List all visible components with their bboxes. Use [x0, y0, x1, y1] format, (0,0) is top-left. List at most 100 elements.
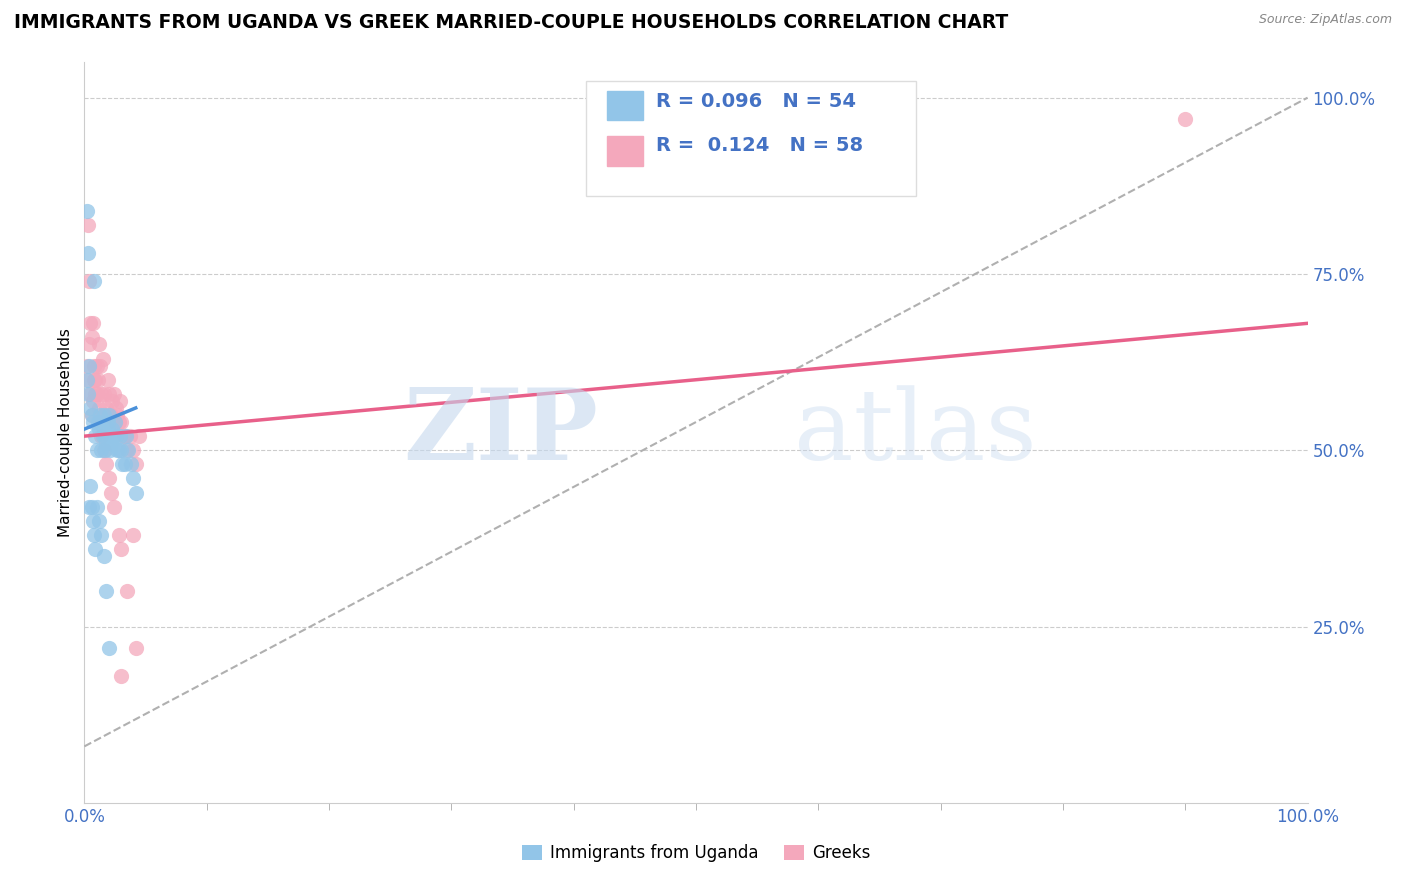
Point [110, 541, 132, 556]
Point [84, 373, 107, 387]
Point [96, 436, 118, 450]
Point [83, 359, 105, 373]
Point [125, 640, 148, 655]
Point [115, 443, 138, 458]
Point [94, 443, 117, 458]
Point [91, 351, 114, 366]
Point [86, 443, 108, 458]
Point [97, 471, 120, 485]
FancyBboxPatch shape [606, 91, 644, 120]
Point [118, 429, 141, 443]
Point [77, 387, 100, 401]
Point [122, 528, 145, 542]
Point [87, 401, 110, 415]
Point [80, 330, 103, 344]
Point [76, 203, 98, 218]
Point [97, 373, 120, 387]
Point [77, 337, 100, 351]
Point [79, 478, 101, 492]
Point [96, 584, 118, 599]
Point [77, 274, 100, 288]
Point [100, 408, 122, 422]
Text: ZIP: ZIP [404, 384, 598, 481]
Point [96, 401, 118, 415]
Point [82, 316, 104, 330]
Point [80, 408, 103, 422]
Point [93, 408, 115, 422]
Point [98, 443, 121, 458]
Point [103, 500, 125, 514]
Point [86, 387, 108, 401]
Text: R =  0.124   N = 58: R = 0.124 N = 58 [655, 136, 863, 155]
Point [111, 458, 134, 472]
Point [80, 500, 103, 514]
Point [114, 458, 136, 472]
Point [107, 443, 129, 458]
Point [87, 422, 110, 436]
Point [115, 429, 138, 443]
Point [79, 316, 101, 330]
Point [93, 443, 115, 458]
Point [110, 443, 132, 458]
Point [90, 387, 112, 401]
Point [90, 429, 112, 443]
Point [100, 485, 122, 500]
Point [82, 514, 104, 528]
Point [86, 359, 108, 373]
Point [93, 422, 115, 436]
Point [105, 429, 128, 443]
Point [108, 393, 131, 408]
Y-axis label: Married-couple Households: Married-couple Households [58, 328, 73, 537]
Point [100, 436, 122, 450]
Point [79, 387, 101, 401]
Point [83, 274, 105, 288]
Point [105, 443, 128, 458]
FancyBboxPatch shape [606, 136, 644, 166]
Point [86, 500, 108, 514]
Point [125, 458, 148, 472]
Point [82, 393, 104, 408]
Point [91, 429, 114, 443]
Point [115, 584, 138, 599]
Point [122, 443, 145, 458]
Point [90, 528, 112, 542]
Point [84, 429, 107, 443]
FancyBboxPatch shape [586, 81, 917, 195]
Point [93, 549, 115, 563]
Point [77, 373, 100, 387]
Point [107, 415, 129, 429]
Point [105, 401, 128, 415]
Point [76, 359, 98, 373]
Point [76, 373, 98, 387]
Point [105, 408, 128, 422]
Point [83, 528, 105, 542]
Point [122, 471, 145, 485]
Point [84, 541, 107, 556]
Point [94, 429, 117, 443]
Point [89, 359, 111, 373]
Point [104, 415, 127, 429]
Point [101, 393, 124, 408]
Point [107, 528, 129, 542]
Point [87, 514, 110, 528]
Point [97, 422, 120, 436]
Point [77, 245, 100, 260]
Point [82, 415, 104, 429]
Point [97, 408, 120, 422]
Point [87, 373, 110, 387]
Point [84, 387, 107, 401]
Point [98, 408, 121, 422]
Point [125, 485, 148, 500]
Point [112, 429, 135, 443]
Point [104, 415, 127, 429]
Point [80, 408, 103, 422]
Point [128, 429, 150, 443]
Point [103, 429, 125, 443]
Point [117, 443, 139, 458]
Text: IMMIGRANTS FROM UGANDA VS GREEK MARRIED-COUPLE HOUSEHOLDS CORRELATION CHART: IMMIGRANTS FROM UGANDA VS GREEK MARRIED-… [14, 13, 1008, 32]
Point [89, 408, 111, 422]
Point [77, 218, 100, 232]
Text: Source: ZipAtlas.com: Source: ZipAtlas.com [1258, 13, 1392, 27]
Point [94, 408, 117, 422]
Point [77, 359, 100, 373]
